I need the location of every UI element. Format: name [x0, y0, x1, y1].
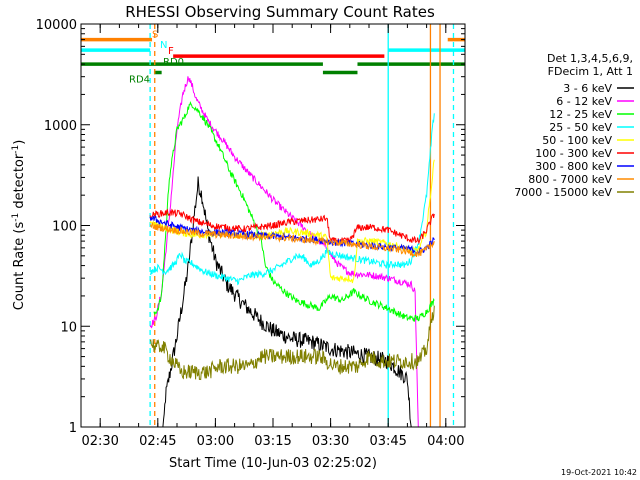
x-tick-label: 02:45 [139, 434, 176, 449]
flag-bar-label: RD0 [163, 57, 184, 68]
x-tick-label: 02:30 [81, 434, 118, 449]
legend-entry-label: 25 - 50 keV [549, 121, 612, 134]
x-axis-label: Start Time (10-Jun-03 02:25:02) [169, 456, 377, 471]
legend-header: Det 1,3,4,5,6,9, [547, 52, 633, 65]
series-line [149, 305, 435, 381]
chart-title: RHESSI Observing Summary Count Rates [125, 3, 435, 21]
series-lines [149, 76, 435, 427]
x-tick-label: 03:45 [369, 434, 406, 449]
timestamp: 19-Oct-2021 10:42 [561, 468, 637, 477]
legend-entry-label: 300 - 800 keV [535, 160, 612, 173]
y-tick-label: 100 [52, 220, 77, 235]
flag-bar-label: F [168, 46, 174, 57]
series-line [149, 76, 419, 427]
series-line [153, 101, 435, 322]
y-axis-label: Count Rate (s-1 detector-1) [11, 140, 27, 311]
legend-header: FDecim 1, Att 1 [548, 65, 633, 78]
series-line [149, 221, 435, 259]
y-axis: 1 10 100 1000 10000 [36, 18, 465, 436]
flag-bar-label: N [160, 40, 167, 51]
legend-entry-label: 3 - 6 keV [563, 82, 612, 95]
legend-entry-label: 100 - 300 keV [535, 147, 612, 160]
legend: Det 1,3,4,5,6,9,FDecim 1, Att 1 3 - 6 keV… [514, 52, 634, 199]
legend-entry-label: 12 - 25 keV [549, 108, 612, 121]
x-tick-label: 03:15 [254, 434, 291, 449]
series-line [149, 113, 435, 286]
legend-entry-label: 6 - 12 keV [556, 95, 612, 108]
x-axis: 02:30 02:45 03:00 03:15 03:30 03:45 04:00 [80, 24, 466, 449]
series-line [149, 208, 435, 245]
y-tick-label: 10000 [36, 18, 77, 33]
legend-entry-label: 7000 - 15000 keV [514, 186, 612, 199]
x-tick-label: 04:00 [427, 434, 464, 449]
x-tick-label: 03:30 [312, 434, 349, 449]
y-tick-label: 1 [69, 421, 77, 436]
x-tick-label: 03:00 [197, 434, 234, 449]
legend-entry-label: 800 - 7000 keV [528, 173, 612, 186]
flag-bars: SNFRD0RD4 [81, 30, 465, 86]
y-tick-label: 10 [60, 320, 77, 335]
legend-entry-label: 50 - 100 keV [542, 134, 612, 147]
flag-bar-label: RD4 [129, 75, 150, 86]
y-tick-label: 1000 [44, 119, 77, 134]
